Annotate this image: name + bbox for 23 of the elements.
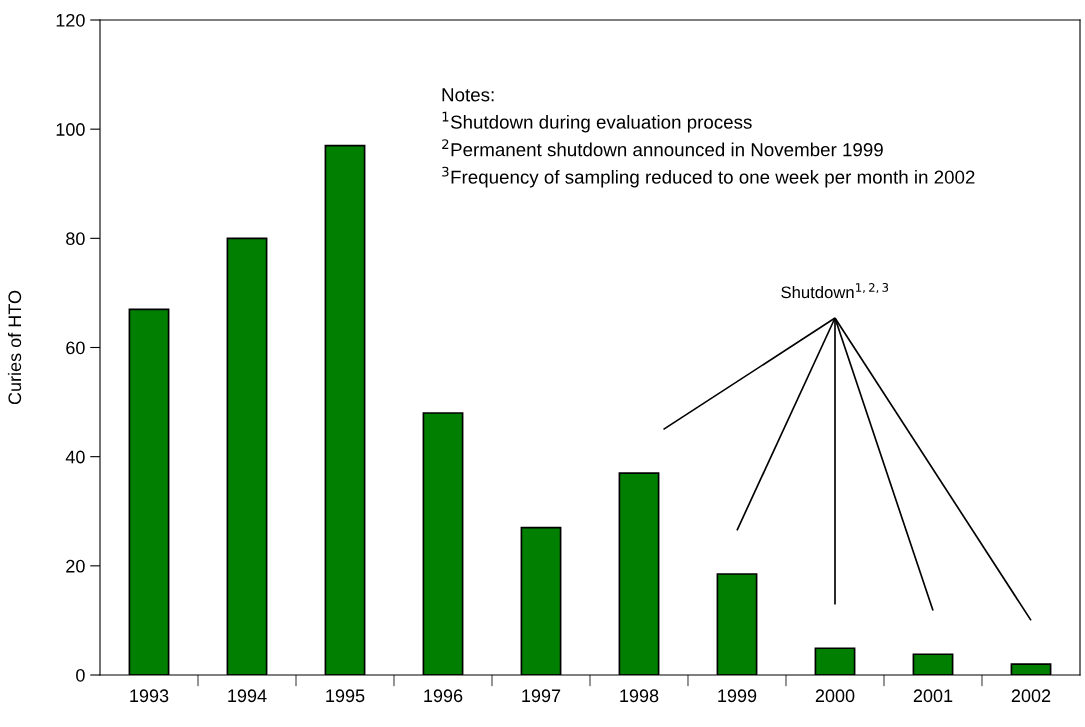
- y-tick-label: 0: [76, 668, 85, 682]
- y-tick-label: 40: [65, 450, 85, 464]
- x-tick-label: 1993: [130, 689, 169, 703]
- annotation: $^{2}$Permanent shutdown announced in November 1999: [442, 139, 883, 157]
- y-axis-title: Curies of HTO: [7, 290, 22, 405]
- x-tick-label: 2001: [913, 689, 953, 703]
- y-tick-label: 120: [56, 13, 85, 27]
- y-tick-label: 80: [66, 232, 85, 246]
- y-tick-label: 100: [56, 123, 85, 136]
- x-tick-label: 2002: [1011, 689, 1051, 703]
- x-tick-label: 2000: [815, 689, 855, 703]
- y-tick-label: 20: [66, 559, 85, 573]
- annotation: Shutdown$^{1,2,3}$: [781, 283, 889, 299]
- y-tick-label: 60: [66, 341, 85, 355]
- x-tick-label: 1997: [522, 689, 561, 703]
- x-tick-label: 1994: [228, 689, 267, 703]
- annotation: $^{3}$Frequency of sampling reduced to one week per month in 2002: [442, 166, 975, 188]
- x-tick-label: 1995: [326, 689, 365, 703]
- annotation: $^{1}$Shutdown during evaluation process: [442, 111, 752, 133]
- x-tick-label: 1998: [620, 689, 659, 703]
- annotation: Notes:: [442, 88, 494, 102]
- x-tick-label: 1996: [424, 689, 463, 703]
- x-tick-label: 1999: [718, 689, 757, 703]
